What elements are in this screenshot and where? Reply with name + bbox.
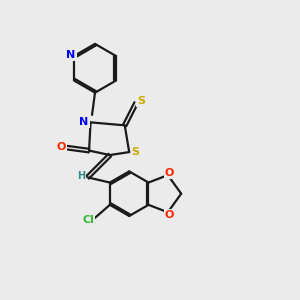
Text: N: N — [80, 117, 88, 127]
Text: O: O — [165, 210, 174, 220]
Text: O: O — [165, 168, 174, 178]
Text: S: S — [132, 147, 140, 157]
Text: Cl: Cl — [82, 215, 94, 225]
Text: O: O — [56, 142, 65, 152]
Text: S: S — [137, 96, 146, 106]
Text: H: H — [77, 171, 85, 181]
Text: N: N — [66, 50, 76, 60]
